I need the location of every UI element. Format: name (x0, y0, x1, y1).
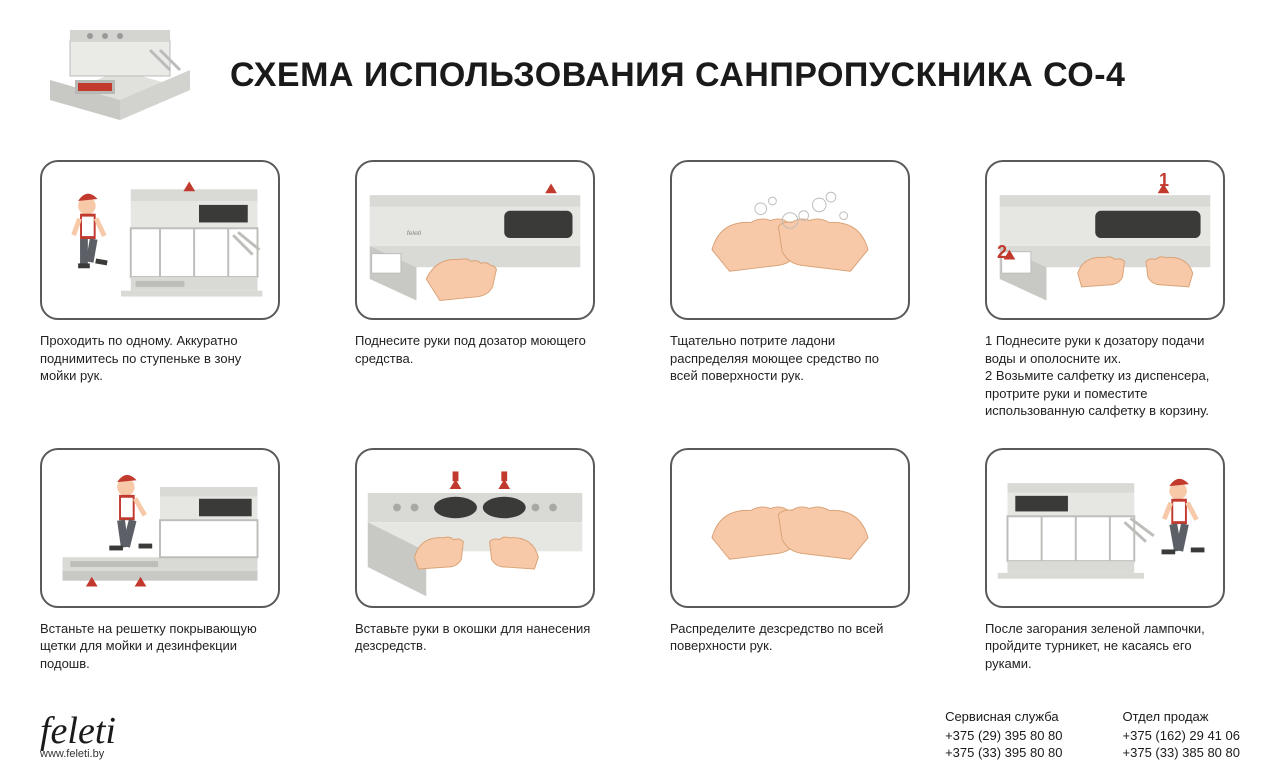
step-7-illustration (670, 448, 910, 608)
step-5: Встаньте на решетку покрывающую щетки дл… (40, 448, 295, 673)
step-4-caption: 1 Поднесите руки к дозатору подачи воды … (985, 332, 1225, 420)
step-3-caption: Тщательно потрите ладони распределяя мою… (670, 332, 910, 385)
step-8-caption: После загорания зеленой лампочки, пройди… (985, 620, 1225, 673)
sales-title: Отдел продаж (1123, 709, 1240, 724)
footer: feleti www.feleti.by Сервисная служба +3… (40, 709, 1240, 760)
step-4-label-2: 2 (997, 242, 1007, 263)
page-title: СХЕМА ИСПОЛЬЗОВАНИЯ САНПРОПУСКНИКА СО-4 (230, 56, 1125, 95)
sales-phone-1: +375 (162) 29 41 06 (1123, 728, 1240, 743)
sales-contacts: Отдел продаж +375 (162) 29 41 06 +375 (3… (1123, 709, 1240, 760)
step-6: Вставьте руки в окошки для нанесения дез… (355, 448, 610, 673)
service-phone-1: +375 (29) 395 80 80 (945, 728, 1062, 743)
step-7: Распределите дезсредство по всей поверхн… (670, 448, 925, 673)
service-title: Сервисная служба (945, 709, 1062, 724)
step-2-caption: Поднесите руки под дозатор моющего средс… (355, 332, 595, 367)
step-8-illustration (985, 448, 1225, 608)
step-5-illustration (40, 448, 280, 608)
step-3-illustration (670, 160, 910, 320)
step-4: 1 2 1 Поднесите руки к дозатору (985, 160, 1240, 420)
step-1-illustration (40, 160, 280, 320)
product-photo (40, 20, 200, 130)
step-4-label-1: 1 (1159, 170, 1169, 191)
service-phone-2: +375 (33) 395 80 80 (945, 745, 1062, 760)
svg-text:feleti: feleti (407, 230, 422, 237)
step-7-caption: Распределите дезсредство по всей поверхн… (670, 620, 910, 655)
brand-name: feleti (40, 714, 116, 748)
step-4-illustration: 1 2 (985, 160, 1225, 320)
step-6-illustration (355, 448, 595, 608)
step-1-caption: Проходить по одному. Аккуратно поднимите… (40, 332, 280, 385)
brand-block: feleti www.feleti.by (40, 714, 116, 760)
step-6-caption: Вставьте руки в окошки для нанесения дез… (355, 620, 595, 655)
step-2-illustration: feleti (355, 160, 595, 320)
service-contacts: Сервисная служба +375 (29) 395 80 80 +37… (945, 709, 1062, 760)
step-1: Проходить по одному. Аккуратно поднимите… (40, 160, 295, 420)
step-8: После загорания зеленой лампочки, пройди… (985, 448, 1240, 673)
step-2: feleti Поднесите руки под дозатор моющег… (355, 160, 610, 420)
header: СХЕМА ИСПОЛЬЗОВАНИЯ САНПРОПУСКНИКА СО-4 (40, 20, 1240, 130)
step-5-caption: Встаньте на решетку покрывающую щетки дл… (40, 620, 280, 673)
sales-phone-2: +375 (33) 385 80 80 (1123, 745, 1240, 760)
step-3: Тщательно потрите ладони распределяя мою… (670, 160, 925, 420)
contacts-block: Сервисная служба +375 (29) 395 80 80 +37… (945, 709, 1240, 760)
steps-grid: Проходить по одному. Аккуратно поднимите… (40, 160, 1240, 672)
brand-url: www.feleti.by (40, 748, 116, 760)
